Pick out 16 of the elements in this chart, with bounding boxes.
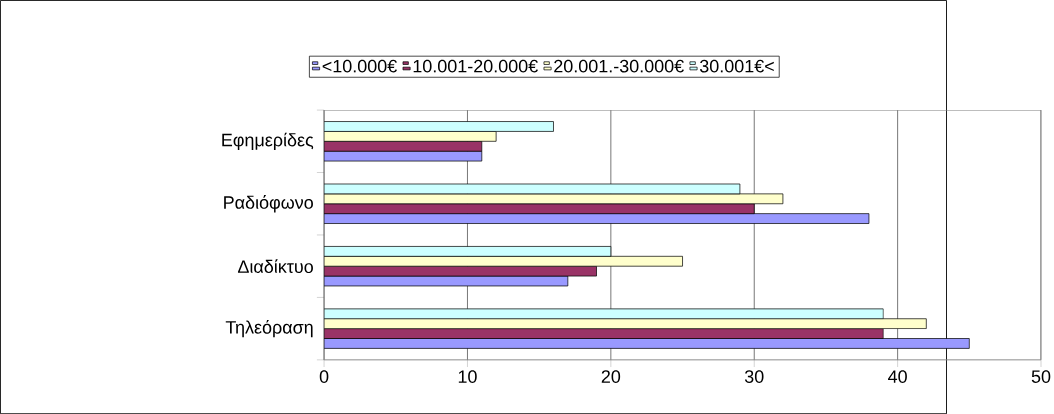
legend-label: 30.001€< [699,59,774,73]
x-tick-label: 50 [1031,370,1051,383]
y-tick-label: Διαδίκτυο [237,259,313,273]
legend-label: 20.001.-30.000€ [554,59,684,73]
legend-label: 10.001-20.000€ [413,59,538,73]
x-tick-label: 10 [458,370,477,383]
bar [324,338,970,349]
x-tick-label: 40 [888,370,907,383]
y-tick-label: Τηλεόραση [225,319,313,338]
y-tick-label: Εφημερίδες [222,132,314,150]
x-tick-label: 30 [744,370,764,383]
y-tick-label: Ραδιόφωνο [224,195,313,213]
x-tick-label: 0 [319,370,329,383]
x-tick-label: 20 [601,370,621,383]
legend-label: <10.000€ [322,59,397,73]
bar [324,213,870,224]
